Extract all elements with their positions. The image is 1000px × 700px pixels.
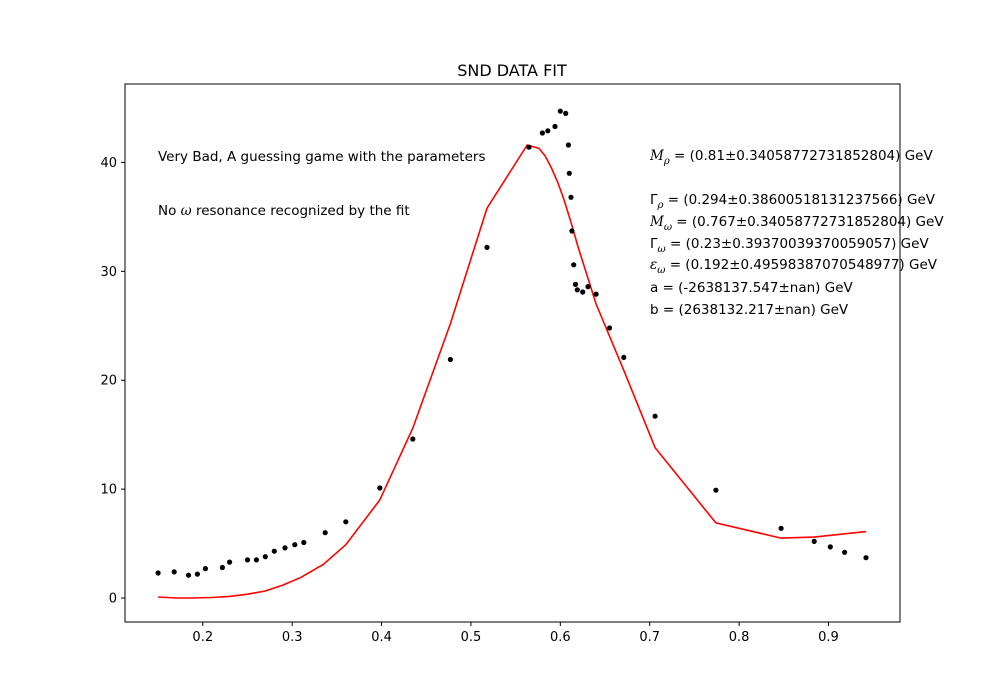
x-tick-label: 0.6	[550, 630, 571, 645]
data-point	[557, 108, 563, 114]
data-point	[155, 570, 161, 576]
param-epsilon-omega: εω = (0.192±0.49598387070548977) GeV	[650, 257, 938, 276]
data-point	[410, 436, 416, 442]
data-point	[343, 519, 349, 525]
data-point	[863, 555, 869, 561]
data-point	[301, 539, 307, 546]
y-tick-label: 30	[100, 265, 117, 280]
param-b: b = (2638132.217±nan) GeV	[650, 302, 849, 318]
data-point	[585, 284, 591, 290]
data-point	[593, 291, 599, 297]
data-point	[569, 228, 575, 234]
data-point	[778, 525, 784, 531]
data-point	[185, 572, 192, 578]
param-m-rho: Mρ = (0.81±0.34058772731852804) GeV	[649, 148, 933, 167]
data-point	[568, 194, 574, 200]
data-point	[447, 356, 453, 363]
data-point	[292, 542, 298, 548]
data-point	[171, 569, 177, 575]
annotation-quality: Very Bad, A guessing game with the param…	[158, 149, 485, 165]
x-tick-label: 0.4	[371, 630, 392, 645]
y-tick-label: 40	[100, 156, 117, 171]
plot-area	[155, 108, 869, 599]
x-tick-label: 0.9	[818, 630, 839, 645]
x-tick-label: 0.2	[192, 630, 213, 645]
param-m-omega: Mω = (0.767±0.34058772731852804) GeV	[649, 214, 944, 233]
plot-content	[155, 108, 869, 599]
data-point	[574, 287, 580, 293]
axes: 0.2 0.3 0.4 0.5 0.6 0.7 0.8 0.9 0 10 20 30 40	[100, 83, 901, 645]
data-point	[219, 564, 225, 571]
param-a: a = (-2638137.547±nan) GeV	[650, 280, 854, 296]
data-point	[545, 128, 551, 134]
data-point	[377, 485, 383, 491]
x-tick-label: 0.7	[639, 630, 660, 645]
data-point	[202, 566, 208, 572]
y-tick-label: 10	[100, 483, 117, 498]
data-point	[262, 554, 268, 560]
data-point	[552, 123, 558, 130]
data-point	[842, 549, 848, 555]
data-point	[580, 289, 586, 295]
x-tick-label: 0.5	[461, 630, 482, 645]
data-point	[652, 413, 658, 419]
data-point	[827, 544, 833, 550]
data-point	[271, 548, 277, 554]
data-point	[621, 354, 627, 360]
data-point	[713, 487, 719, 493]
data-point	[811, 538, 817, 545]
plot-frame	[124, 83, 901, 623]
fit-curve	[158, 144, 867, 599]
data-point	[566, 170, 572, 176]
x-tick-label: 0.3	[282, 630, 303, 645]
y-tick-label: 0	[109, 592, 117, 607]
data-point	[253, 557, 259, 563]
chart-title: SND DATA FIT	[457, 61, 567, 80]
param-gamma-rho: Γρ = (0.294±0.38600518131237566) GeV	[650, 192, 936, 211]
data-point	[484, 244, 490, 250]
data-point	[572, 281, 579, 287]
data-point	[606, 325, 613, 331]
data-point	[194, 571, 200, 577]
annotation-no-omega: No ω resonance recognized by the fit	[158, 203, 410, 219]
data-point	[539, 130, 546, 136]
data-point	[322, 530, 328, 536]
y-tick-label: 20	[100, 374, 117, 389]
param-gamma-omega: Γω = (0.23±0.39370039370059057) GeV	[650, 236, 929, 255]
data-point	[282, 545, 288, 551]
data-point	[571, 262, 577, 268]
data-point	[565, 142, 572, 148]
data-point	[563, 110, 569, 116]
x-tick-label: 0.8	[729, 630, 750, 645]
data-point	[526, 144, 532, 150]
data-point	[227, 559, 233, 565]
data-point	[244, 557, 251, 563]
